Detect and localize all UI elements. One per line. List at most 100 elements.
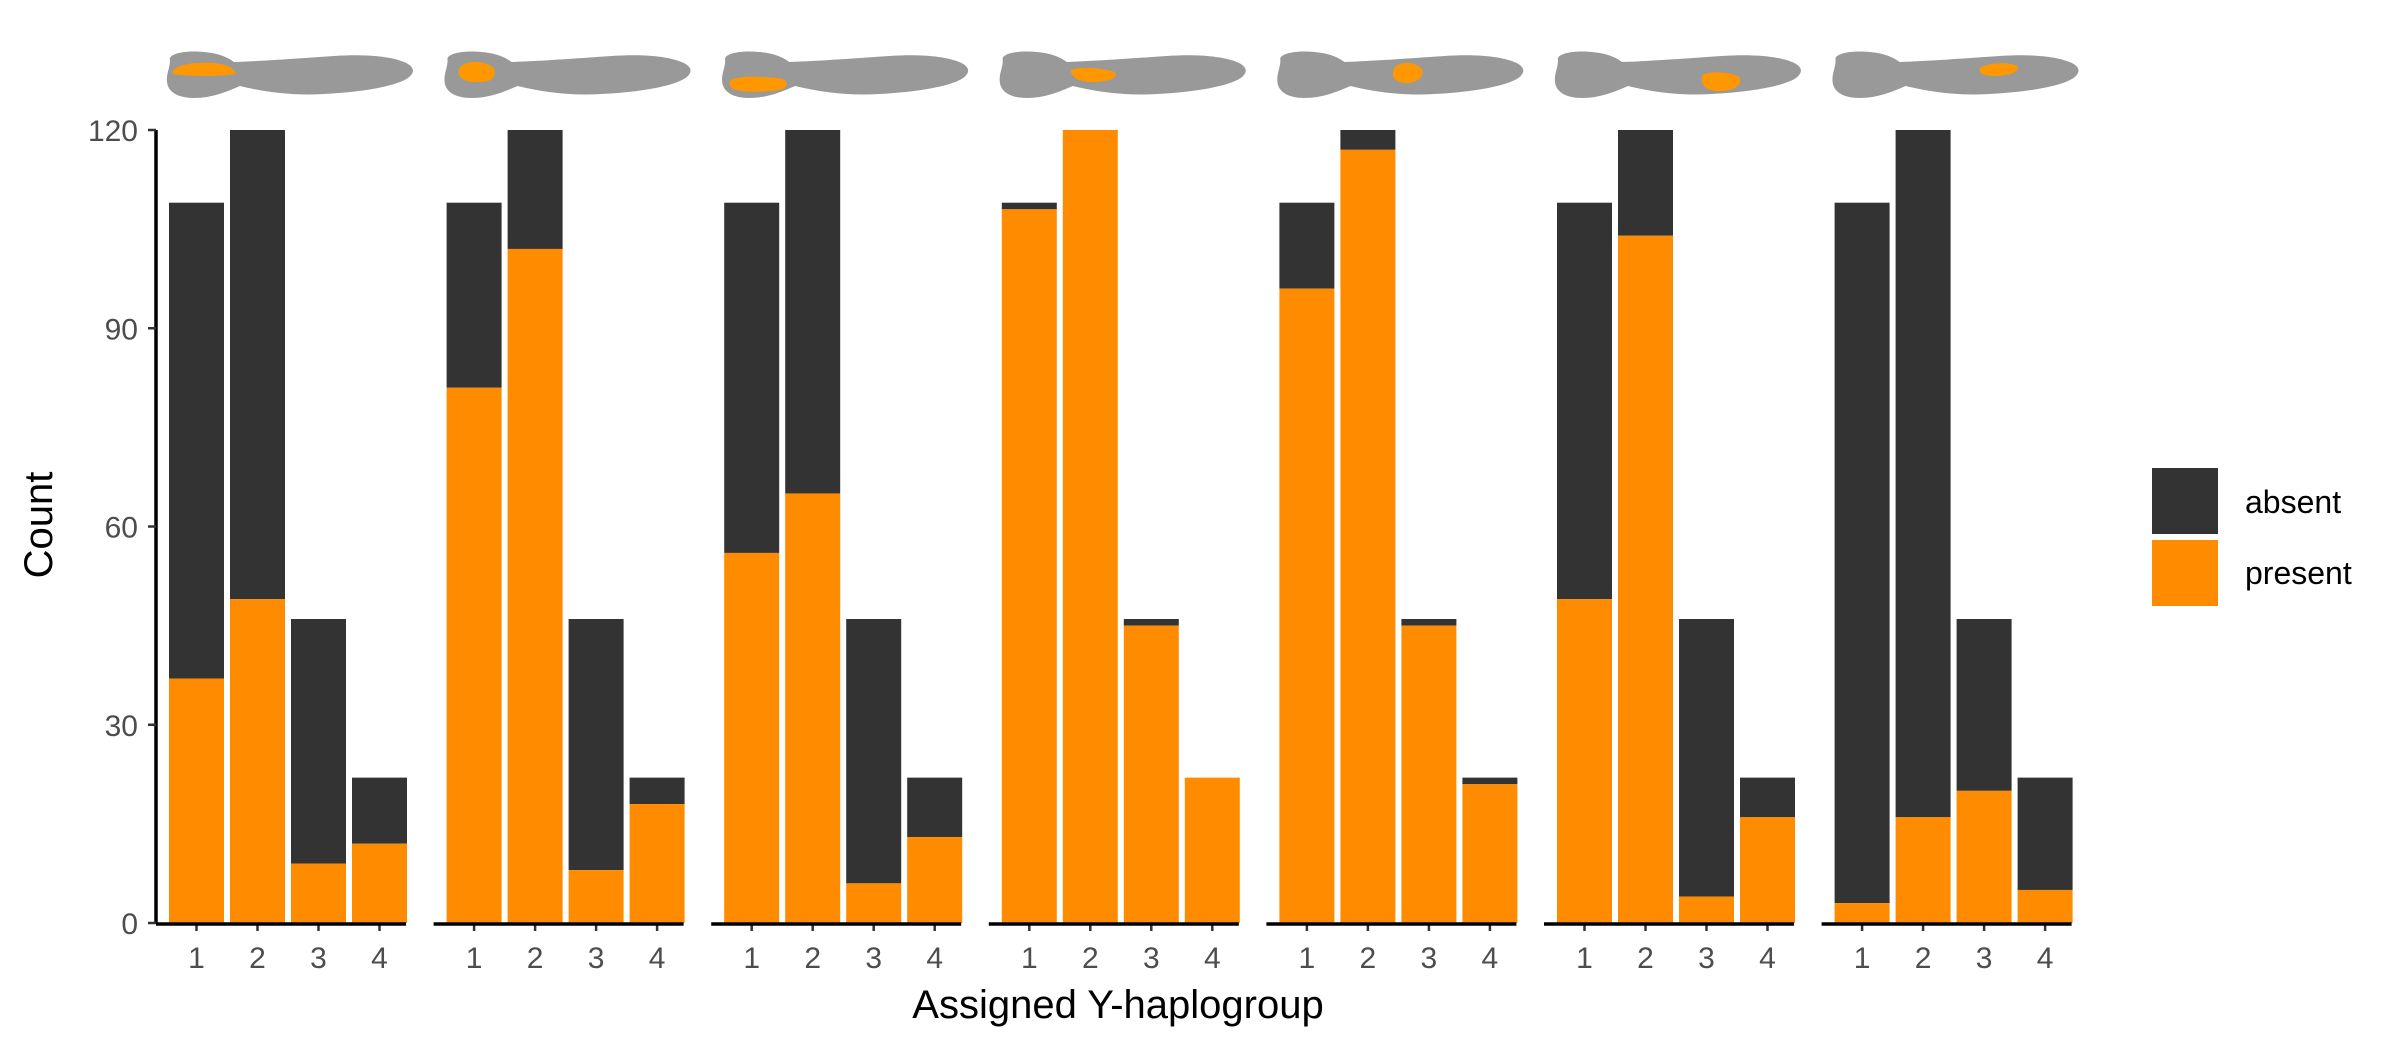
x-tick-label: 1 (1021, 942, 1038, 975)
bar-present-panel5-group2 (1340, 149, 1396, 923)
x-tick-label: 2 (1360, 942, 1377, 975)
fish-highlight-region (729, 76, 787, 92)
x-tick-label: 4 (371, 942, 388, 975)
bar-present-panel6-group1 (1557, 599, 1612, 923)
panel-5: 1 2 3 4 (1266, 130, 1518, 975)
bar-absent-panel6-group4 (1740, 777, 1795, 818)
bar-present-panel6-group2 (1618, 235, 1673, 923)
fish-icon (444, 51, 691, 98)
bar-present-panel4-group4 (1184, 777, 1240, 923)
x-tick-label: 3 (588, 942, 605, 975)
x-tick-label: 2 (1915, 942, 1932, 975)
bar-absent-panel7-group4 (2017, 777, 2073, 890)
panel-4: 1 2 3 4 (988, 130, 1240, 975)
fish-icon (1832, 51, 2079, 98)
bar-absent-panel5-group3 (1401, 619, 1457, 626)
fish-highlight-region (458, 62, 495, 83)
bar-absent-panel3-group2 (785, 130, 841, 494)
fish-highlight-region (1392, 62, 1423, 84)
bar-absent-panel5-group4 (1462, 777, 1518, 785)
y-tick-label: 0 (121, 908, 138, 941)
bar-present-panel2-group2 (507, 248, 563, 923)
y-tick-label: 60 (105, 512, 138, 545)
bar-absent-panel2-group3 (568, 619, 624, 871)
panel-7: 1 2 3 4 (1821, 130, 2073, 975)
bar-absent-panel4-group1 (1001, 202, 1057, 210)
bar-absent-panel2-group1 (446, 202, 502, 388)
bar-present-panel3-group3 (846, 883, 902, 923)
fish-highlight-region (172, 62, 236, 76)
fish-highlight-region (1979, 63, 2018, 76)
x-tick-label: 1 (466, 942, 483, 975)
legend: absent present (2152, 468, 2352, 606)
bar-present-panel7-group3 (1956, 790, 2012, 923)
x-tick-label: 3 (865, 942, 882, 975)
fish-icon (722, 51, 969, 98)
bar-present-panel2-group3 (568, 870, 624, 923)
x-tick-label: 3 (310, 942, 327, 975)
bar-present-panel7-group2 (1895, 817, 1951, 923)
x-tick-label: 2 (1637, 942, 1654, 975)
bar-present-panel6-group4 (1740, 817, 1795, 923)
x-tick-label: 1 (743, 942, 760, 975)
x-tick-label: 3 (1421, 942, 1438, 975)
bar-present-panel3-group4 (907, 837, 963, 923)
fish-header-row (166, 51, 2079, 98)
bar-present-panel4-group3 (1123, 625, 1179, 923)
x-tick-label: 1 (1299, 942, 1316, 975)
fish-highlight-region (1701, 72, 1741, 92)
fish-body (166, 51, 413, 98)
x-tick-label: 4 (1759, 942, 1776, 975)
x-tick-label: 3 (1698, 942, 1715, 975)
y-tick-label: 30 (105, 710, 138, 743)
x-tick-label: 4 (1482, 942, 1499, 975)
x-tick-label: 3 (1143, 942, 1160, 975)
fish-icon (1554, 51, 1801, 98)
panel-2: 1 2 3 4 (433, 130, 685, 975)
fish-body (1554, 51, 1801, 98)
x-tick-label: 2 (1082, 942, 1099, 975)
legend-label-absent: absent (2245, 484, 2341, 520)
bar-absent-panel1-group1 (169, 202, 224, 679)
bar-present-panel5-group1 (1279, 288, 1335, 924)
x-tick-label: 1 (188, 942, 205, 975)
panel-3: 1 2 3 4 (711, 130, 963, 975)
bar-absent-panel5-group1 (1279, 202, 1335, 289)
bar-absent-panel3-group4 (907, 777, 963, 838)
x-tick-label: 2 (249, 942, 266, 975)
bar-present-panel3-group1 (724, 552, 780, 923)
x-tick-label: 4 (2037, 942, 2054, 975)
x-tick-label: 2 (804, 942, 821, 975)
bar-absent-panel7-group3 (1956, 619, 2012, 791)
bar-present-panel3-group2 (785, 493, 841, 923)
bar-absent-panel1-group2 (230, 130, 285, 600)
x-axis-title: Assigned Y-haplogroup (912, 983, 1323, 1027)
bar-absent-panel1-group4 (352, 777, 407, 844)
bar-absent-panel3-group3 (846, 619, 902, 884)
x-tick-label: 4 (926, 942, 943, 975)
x-tick-label: 4 (1204, 942, 1221, 975)
fish-highlight-region (1070, 67, 1116, 82)
bar-absent-panel6-group3 (1679, 619, 1734, 897)
panel-6: 1 2 3 4 (1544, 130, 1795, 975)
legend-label-present: present (2245, 555, 2352, 591)
bar-absent-panel7-group1 (1834, 202, 1890, 904)
bar-present-panel7-group4 (2017, 889, 2073, 923)
fish-icon (166, 51, 413, 98)
bar-present-panel1-group1 (169, 678, 224, 923)
x-tick-label: 3 (1976, 942, 1993, 975)
fish-body (444, 51, 691, 98)
bar-absent-panel6-group1 (1557, 202, 1612, 600)
fish-icon (999, 51, 1246, 98)
legend-swatch-absent (2152, 468, 2218, 534)
x-tick-label: 4 (649, 942, 666, 975)
bar-present-panel1-group4 (352, 843, 407, 923)
bar-absent-panel3-group1 (724, 202, 780, 553)
panel-1: 1 2 3 4 (156, 130, 407, 975)
bar-present-panel1-group3 (291, 863, 346, 923)
bar-absent-panel5-group2 (1340, 130, 1396, 150)
fish-body (1832, 51, 2079, 98)
x-tick-label: 2 (527, 942, 544, 975)
y-tick-label: 120 (88, 115, 138, 148)
